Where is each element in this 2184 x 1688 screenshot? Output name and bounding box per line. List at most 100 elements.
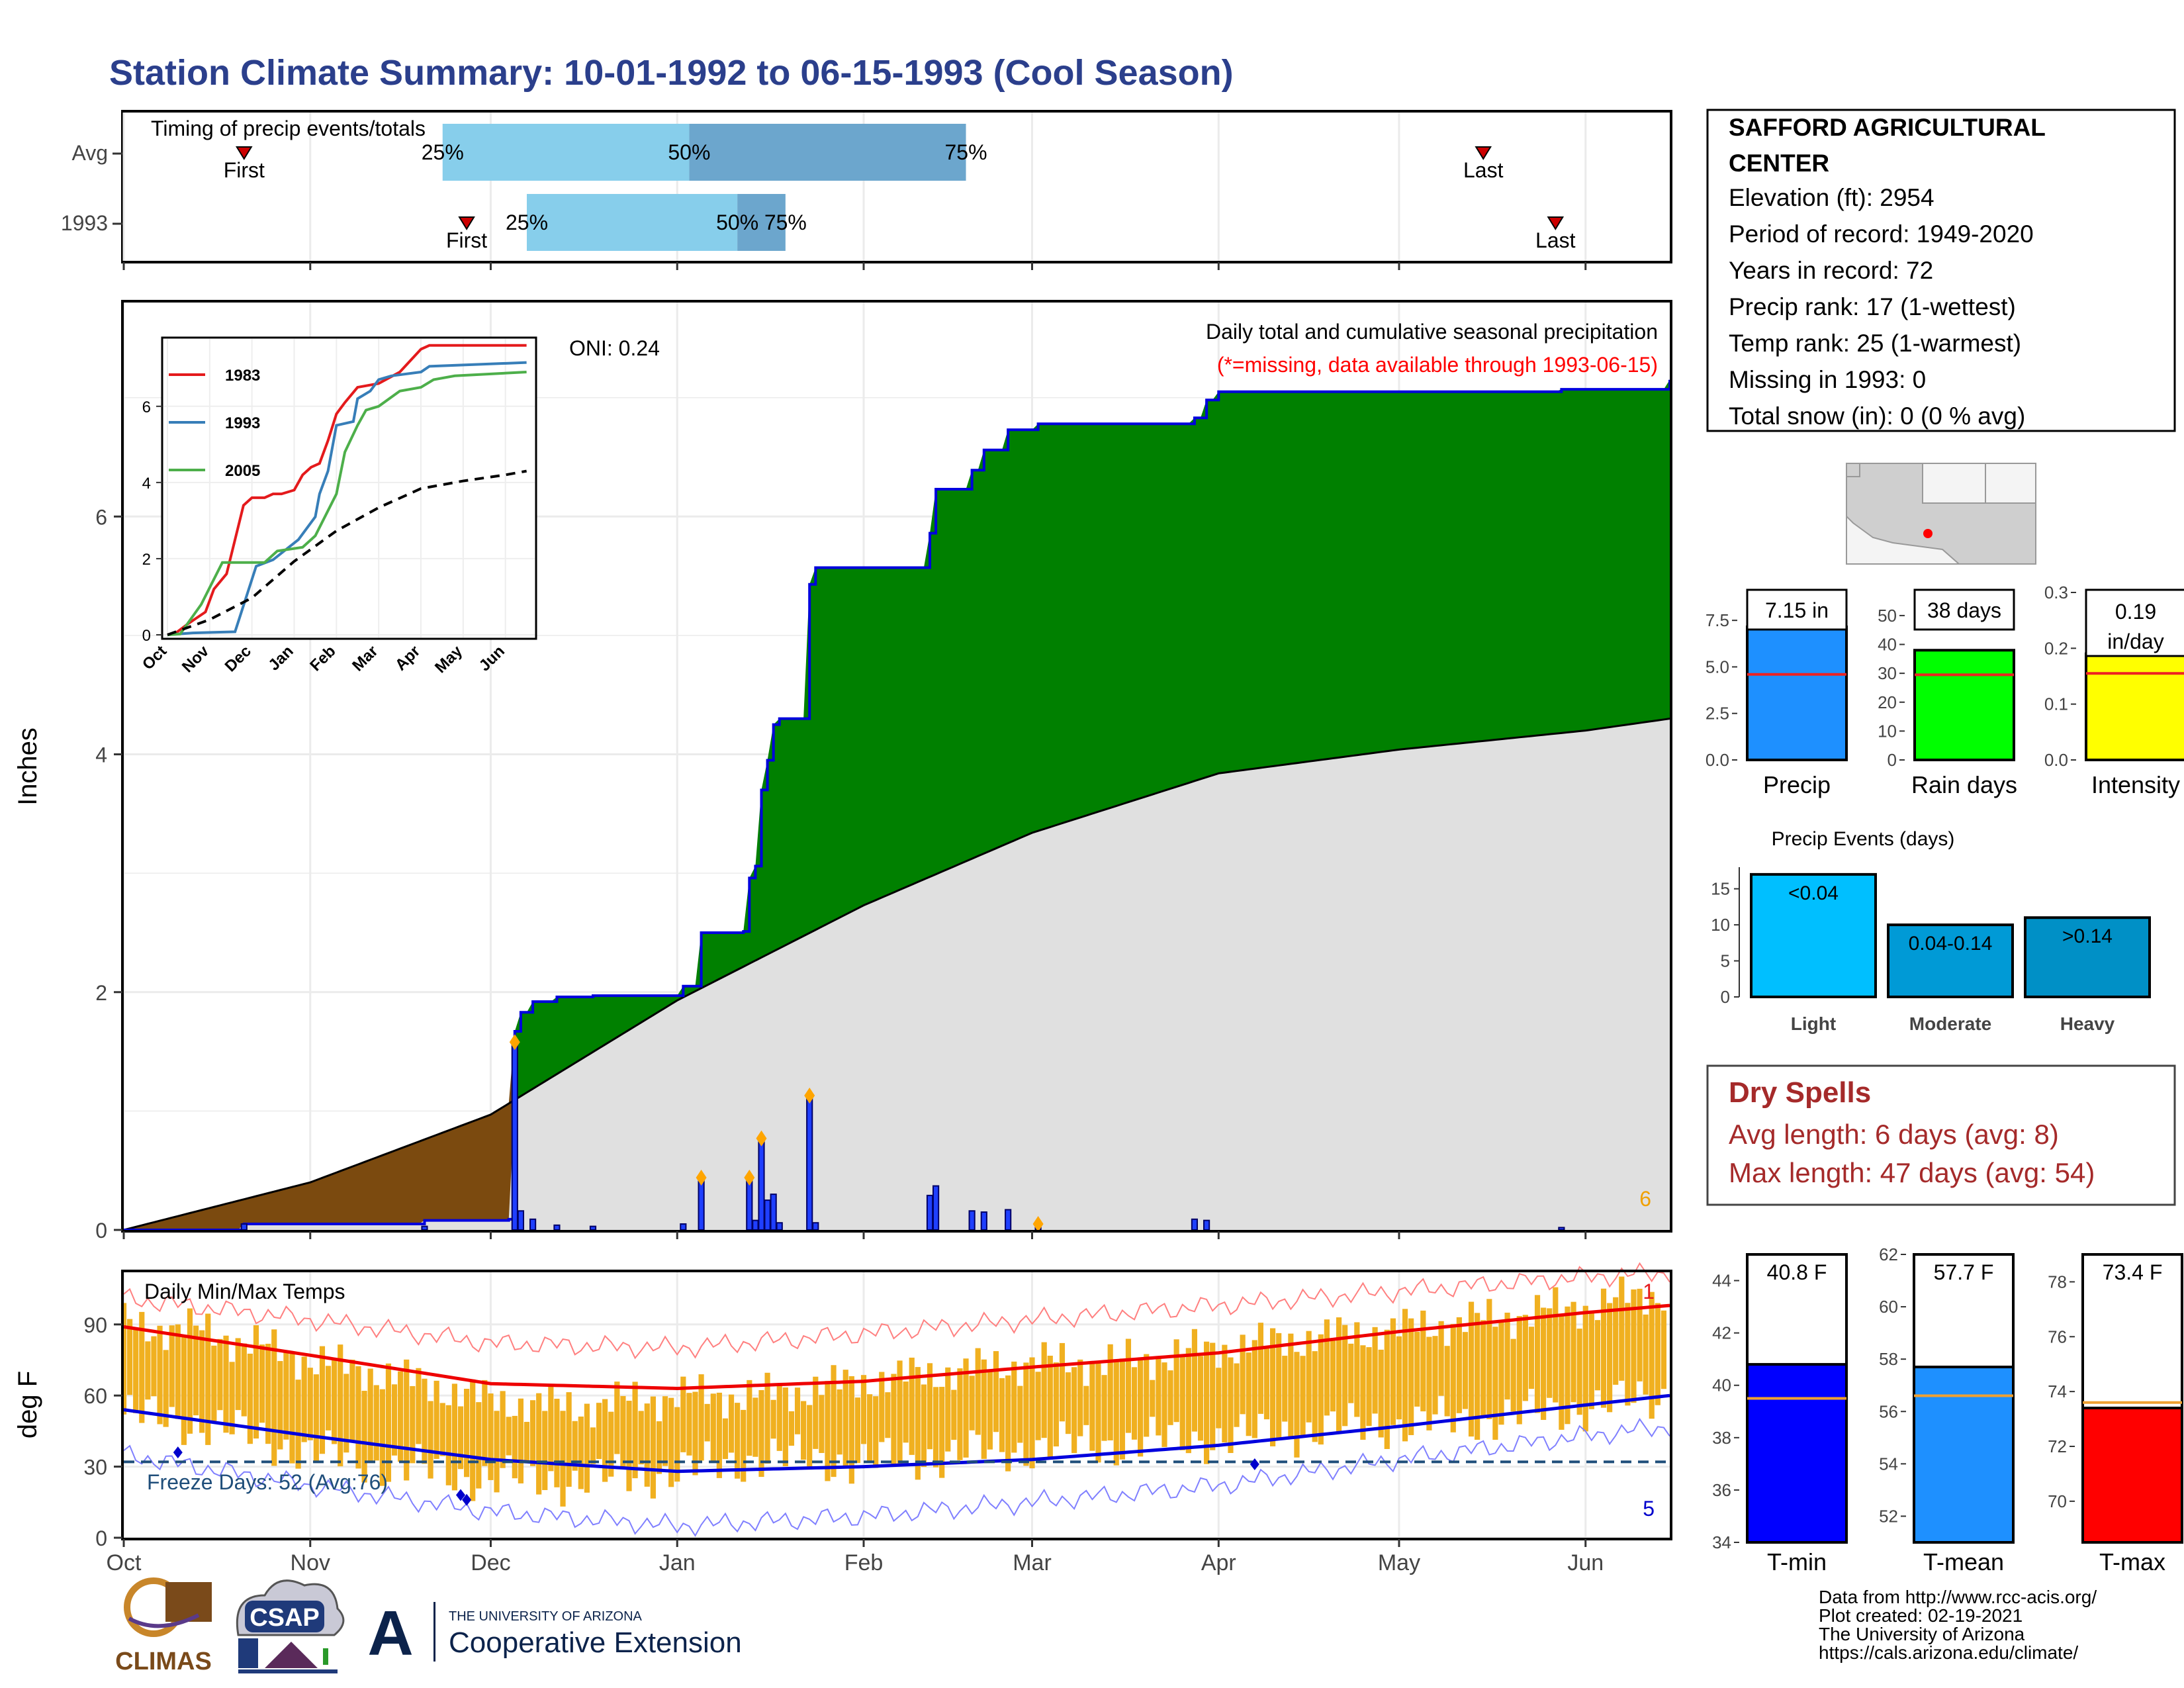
locator-map bbox=[1846, 463, 2036, 565]
daily-temp-range-bar bbox=[325, 1366, 332, 1430]
daily-temp-range-bar bbox=[650, 1396, 656, 1499]
precip-panel: 0 2 4 6 Daily total and cumulative seasonal… bbox=[13, 300, 1672, 1243]
daily-temp-range-bar bbox=[187, 1308, 193, 1434]
daily-temp-range-bar bbox=[265, 1343, 271, 1444]
daily-temp-range-bar bbox=[1631, 1289, 1637, 1403]
daily-precip-bar bbox=[240, 1223, 248, 1231]
timing-bar-50-75 bbox=[689, 124, 966, 181]
daily-precip-bar bbox=[680, 1223, 687, 1231]
tsum-value-label: 57.7 F bbox=[1934, 1260, 1994, 1284]
daily-temp-range-bar bbox=[1613, 1297, 1619, 1385]
inset-ytick-label: 6 bbox=[142, 399, 151, 416]
daily-temp-range-bar bbox=[933, 1387, 939, 1468]
daily-temp-range-bar bbox=[951, 1389, 957, 1440]
daily-precip-max-marker bbox=[1032, 1216, 1044, 1233]
daily-temp-range-bar bbox=[1510, 1338, 1516, 1412]
daily-temp-range-bar bbox=[470, 1379, 476, 1501]
daily-temp-range-bar bbox=[169, 1325, 175, 1407]
daily-temp-range-bar bbox=[1251, 1340, 1257, 1438]
daily-temp-range-bar bbox=[193, 1325, 199, 1416]
timing-pct-label: 50% bbox=[716, 211, 758, 234]
average-min-line bbox=[123, 1393, 1670, 1474]
daily-precip-max-marker bbox=[804, 1088, 815, 1104]
tsum-category-label: T-mean bbox=[1923, 1548, 2004, 1575]
daily-precip-bar bbox=[764, 1199, 771, 1231]
below-average-fill bbox=[130, 1031, 515, 1230]
above-average-fill bbox=[514, 379, 1670, 1100]
dry-spells-box: Dry Spells Avg length: 6 days (avg: 8) M… bbox=[1706, 1064, 2176, 1206]
tsum-ytick-label: 76 bbox=[2048, 1327, 2067, 1346]
daily-temp-range-bar bbox=[1035, 1372, 1041, 1440]
daily-temp-range-bar bbox=[1456, 1317, 1462, 1413]
station-name-line2: CENTER bbox=[1729, 150, 1829, 177]
daily-temp-range-bar bbox=[1348, 1343, 1354, 1403]
daily-temp-range-bar bbox=[1191, 1329, 1198, 1432]
daily-temp-range-bar bbox=[1649, 1291, 1655, 1419]
summary-category-label: Rain days bbox=[1911, 771, 2017, 798]
daily-precip-bar bbox=[517, 1210, 524, 1231]
daily-temp-range-bar bbox=[1204, 1341, 1210, 1464]
daily-precip-bar bbox=[932, 1185, 940, 1231]
precip-events-chart: Precip Events (days) 0 5 10 15 <0.04 Light 0.0… bbox=[1711, 828, 2151, 1034]
daily-temp-range-bar bbox=[554, 1399, 560, 1487]
daily-temp-range-bar bbox=[1125, 1338, 1132, 1433]
daily-temp-range-bar bbox=[1492, 1327, 1498, 1440]
precip-title: Daily total and cumulative seasonal prec… bbox=[1206, 320, 1658, 344]
daily-temp-range-bar bbox=[891, 1374, 897, 1464]
daily-temp-range-bar bbox=[860, 1375, 867, 1444]
daily-temp-range-bar bbox=[139, 1311, 145, 1423]
events-bar-moderate bbox=[1887, 923, 2014, 998]
daily-temp-range-bar bbox=[1228, 1357, 1234, 1453]
daily-temp-range-bar bbox=[1462, 1332, 1469, 1409]
daily-temp-range-bar bbox=[181, 1336, 187, 1445]
daily-temp-range-bar bbox=[897, 1360, 903, 1464]
daily-temp-range-bar bbox=[338, 1344, 343, 1467]
daily-temp-range-bar bbox=[301, 1356, 307, 1442]
station-missing: Missing in 1993: 0 bbox=[1729, 366, 1926, 393]
timing-event-marker bbox=[1475, 146, 1492, 160]
precip-ytick-label: 2 bbox=[95, 981, 107, 1005]
daily-temp-range-bar bbox=[1318, 1334, 1324, 1445]
daily-temp-range-bar bbox=[939, 1387, 945, 1478]
daily-temp-range-bar bbox=[813, 1376, 819, 1449]
daily-precip-bar bbox=[421, 1225, 428, 1231]
daily-precip-bar bbox=[968, 1210, 976, 1231]
daily-temp-range-bar bbox=[1312, 1351, 1318, 1442]
timing-event-label: Last bbox=[1463, 158, 1504, 182]
daily-temp-range-bar bbox=[1246, 1352, 1251, 1436]
daily-temp-range-bar bbox=[1294, 1352, 1300, 1458]
events-bar-label: 0.04-0.14 bbox=[1909, 933, 1993, 955]
daily-temp-range-bar bbox=[1041, 1342, 1047, 1438]
daily-temp-range-bar bbox=[1306, 1331, 1312, 1423]
daily-temp-range-bar bbox=[229, 1362, 235, 1434]
daily-temp-range-bar bbox=[590, 1427, 596, 1464]
daily-precip-bar bbox=[1558, 1227, 1565, 1231]
record-max-count: 1 bbox=[1643, 1280, 1655, 1303]
daily-temp-range-bar bbox=[211, 1345, 217, 1421]
temp-xtick-label: Apr bbox=[1201, 1550, 1236, 1575]
daily-temp-range-bar bbox=[1582, 1305, 1588, 1432]
daily-temp-range-bar bbox=[674, 1407, 680, 1482]
summary-value-box bbox=[1913, 588, 2015, 631]
daily-temp-range-bar bbox=[445, 1405, 451, 1485]
daily-temp-range-bar bbox=[1324, 1319, 1330, 1416]
station-elevation: Elevation (ft): 2954 bbox=[1729, 184, 1934, 211]
daily-temp-range-bar bbox=[1336, 1317, 1342, 1434]
daily-temp-range-bar bbox=[999, 1378, 1005, 1452]
inset-series-1993 bbox=[167, 361, 527, 636]
daily-temp-range-bar bbox=[1167, 1370, 1173, 1425]
daily-temp-range-bar bbox=[1257, 1323, 1264, 1414]
daily-temp-range-bar bbox=[1029, 1357, 1035, 1469]
daily-temp-range-bar bbox=[1534, 1295, 1541, 1413]
precip-ytick-label: 0 bbox=[95, 1219, 107, 1243]
events-ytick-label: 15 bbox=[1711, 879, 1730, 899]
daily-precip-bar bbox=[758, 1137, 765, 1231]
station-temp-rank: Temp rank: 25 (1-warmest) bbox=[1729, 330, 2021, 357]
daily-temp-range-bar bbox=[379, 1389, 385, 1486]
daily-temp-range-bar bbox=[867, 1394, 873, 1462]
station-precip-rank: Precip rank: 17 (1-wettest) bbox=[1729, 293, 2016, 320]
summary-ytick-label: 30 bbox=[1878, 663, 1897, 683]
tsum-category-label: T-max bbox=[2099, 1548, 2165, 1575]
events-category-label: Moderate bbox=[1909, 1013, 1991, 1034]
average-cumulative-line bbox=[123, 718, 1670, 1231]
